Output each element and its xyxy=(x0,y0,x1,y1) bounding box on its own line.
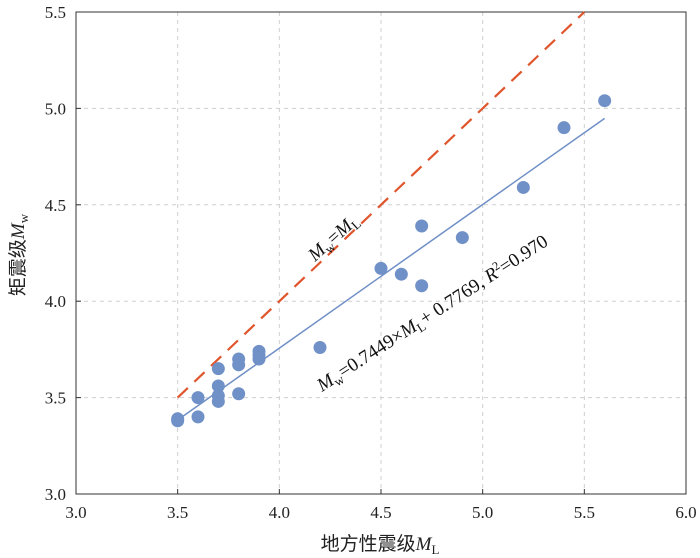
y-axis-label: 矩震级Mw xyxy=(7,213,31,296)
x-tick-label: 3.0 xyxy=(65,503,86,522)
data-point xyxy=(232,352,246,366)
x-tick-label: 5.5 xyxy=(574,503,595,522)
data-point xyxy=(374,261,388,275)
data-point xyxy=(455,231,469,245)
y-tick-label: 3.5 xyxy=(45,389,66,408)
data-points xyxy=(171,94,612,428)
trend-lines xyxy=(176,11,606,421)
data-point xyxy=(211,362,225,376)
y-tick-label: 4.5 xyxy=(45,196,66,215)
data-point xyxy=(415,219,429,233)
x-axis-label: 地方性震级ML xyxy=(321,533,440,557)
data-point xyxy=(171,412,185,426)
x-tick-label: 4.0 xyxy=(269,503,290,522)
y-tick-label: 5.0 xyxy=(45,99,66,118)
identity-line xyxy=(176,11,586,399)
x-axis-label-var: M xyxy=(415,534,433,555)
fit-line xyxy=(177,117,606,421)
data-point xyxy=(598,94,612,108)
x-tick-label: 5.0 xyxy=(472,503,493,522)
y-axis-label-var: M xyxy=(8,222,29,240)
fit-eq-slope: =0.7449× xyxy=(334,325,407,383)
fit-eq-intercept: + 0.7769, xyxy=(416,270,492,330)
data-point xyxy=(394,267,408,281)
fit-eq-r-value: =0.970 xyxy=(496,231,552,278)
data-point xyxy=(211,389,225,403)
data-point xyxy=(191,391,205,405)
y-tick-label: 4.0 xyxy=(45,292,66,311)
identity-line-label: Mw=ML xyxy=(304,210,365,268)
data-point xyxy=(252,344,266,358)
x-tick-label: 3.5 xyxy=(167,503,188,522)
data-point xyxy=(516,180,530,194)
x-axis-label-text: 地方性震级 xyxy=(321,533,416,555)
y-tick-label: 5.5 xyxy=(45,3,66,22)
data-point xyxy=(211,379,225,393)
x-tick-label: 4.5 xyxy=(370,503,391,522)
fit-equation-label: Mw=0.7449×ML+ 0.7769, R2=0.970 xyxy=(311,229,553,398)
grid xyxy=(76,12,686,494)
y-tick-label: 3.0 xyxy=(45,485,66,504)
data-point xyxy=(557,121,571,135)
x-axis-label-sub: L xyxy=(431,542,439,557)
data-point xyxy=(313,340,327,354)
axes xyxy=(75,11,687,495)
y-axis-label-sub: w xyxy=(16,213,31,223)
y-axis-label-text: 矩震级 xyxy=(7,239,29,296)
data-point xyxy=(415,279,429,293)
data-point xyxy=(232,387,246,401)
x-tick-label: 6.0 xyxy=(675,503,696,522)
tick-labels: 3.0 3.5 4.0 4.5 5.0 5.5 6.0 3.0 3.5 4.0 4.5 5.0 5.5 xyxy=(45,3,697,522)
data-point xyxy=(191,410,205,424)
